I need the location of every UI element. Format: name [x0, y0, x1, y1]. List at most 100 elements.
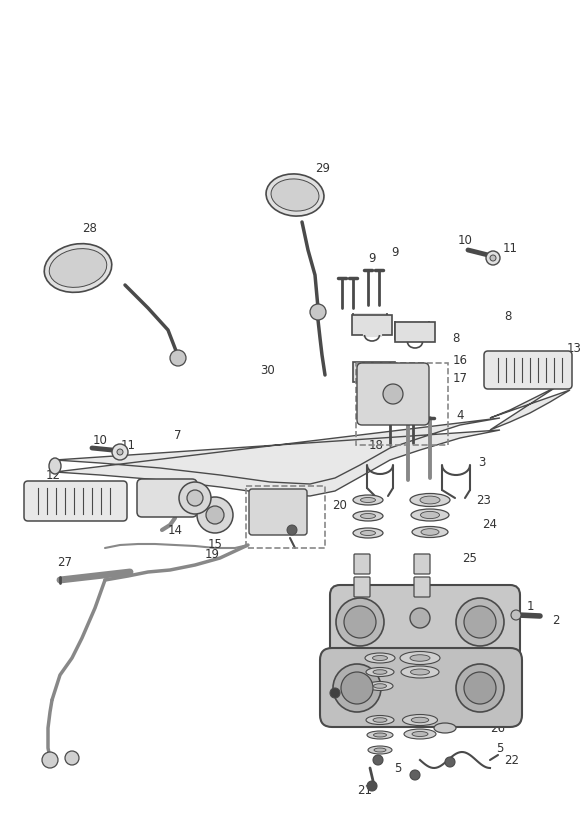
Circle shape — [197, 497, 233, 533]
Ellipse shape — [367, 731, 393, 739]
Ellipse shape — [420, 512, 440, 518]
Polygon shape — [395, 321, 429, 339]
FancyBboxPatch shape — [24, 481, 127, 521]
Ellipse shape — [367, 681, 393, 691]
Text: 5: 5 — [496, 742, 504, 755]
Text: 8: 8 — [504, 310, 512, 322]
Ellipse shape — [412, 527, 448, 537]
Circle shape — [456, 598, 504, 646]
Text: 12: 12 — [45, 469, 61, 481]
Ellipse shape — [353, 495, 383, 505]
Ellipse shape — [49, 249, 107, 288]
Ellipse shape — [374, 733, 387, 737]
Ellipse shape — [374, 684, 387, 688]
Text: 15: 15 — [208, 539, 223, 551]
Ellipse shape — [402, 714, 437, 725]
Ellipse shape — [44, 244, 112, 293]
Polygon shape — [353, 313, 387, 331]
Text: 8: 8 — [366, 368, 374, 382]
Polygon shape — [352, 315, 392, 335]
Text: 8: 8 — [452, 331, 459, 344]
Text: 24: 24 — [490, 653, 505, 667]
Ellipse shape — [373, 718, 387, 723]
Ellipse shape — [400, 652, 440, 664]
Polygon shape — [55, 418, 500, 496]
FancyBboxPatch shape — [249, 489, 307, 535]
Ellipse shape — [411, 509, 449, 521]
Circle shape — [117, 449, 123, 455]
Circle shape — [333, 664, 381, 712]
Text: 11: 11 — [121, 438, 135, 452]
Text: 2: 2 — [324, 681, 332, 695]
Polygon shape — [353, 362, 395, 382]
Text: 22: 22 — [504, 753, 519, 766]
Circle shape — [490, 255, 496, 261]
Circle shape — [344, 606, 376, 638]
Text: 10: 10 — [93, 433, 107, 447]
Circle shape — [445, 757, 455, 767]
Ellipse shape — [360, 531, 375, 536]
Text: 20: 20 — [332, 499, 347, 512]
Ellipse shape — [360, 498, 375, 503]
Circle shape — [330, 688, 340, 698]
Circle shape — [206, 506, 224, 524]
Text: 9: 9 — [368, 251, 376, 265]
Text: 26: 26 — [490, 722, 505, 734]
Text: 2: 2 — [552, 614, 560, 626]
Text: 9: 9 — [391, 246, 399, 259]
Ellipse shape — [410, 669, 430, 675]
Text: 18: 18 — [368, 438, 384, 452]
Text: 28: 28 — [83, 222, 97, 235]
FancyBboxPatch shape — [354, 554, 370, 574]
Ellipse shape — [404, 729, 436, 739]
Ellipse shape — [271, 179, 319, 211]
Text: 1: 1 — [526, 601, 534, 614]
Ellipse shape — [410, 655, 430, 661]
FancyBboxPatch shape — [320, 648, 522, 727]
Ellipse shape — [373, 656, 388, 661]
Ellipse shape — [412, 732, 428, 737]
Circle shape — [179, 482, 211, 514]
Ellipse shape — [373, 670, 387, 674]
Circle shape — [511, 610, 521, 620]
Text: 19: 19 — [205, 549, 220, 561]
Ellipse shape — [353, 511, 383, 521]
Circle shape — [112, 444, 128, 460]
Text: 10: 10 — [458, 233, 472, 246]
Ellipse shape — [266, 174, 324, 216]
Ellipse shape — [365, 653, 395, 663]
Ellipse shape — [368, 746, 392, 754]
Circle shape — [367, 781, 377, 791]
Circle shape — [341, 672, 373, 704]
Circle shape — [464, 606, 496, 638]
Ellipse shape — [360, 513, 375, 518]
Circle shape — [456, 664, 504, 712]
FancyBboxPatch shape — [137, 479, 197, 517]
Text: 7: 7 — [174, 428, 182, 442]
Ellipse shape — [353, 528, 383, 538]
Circle shape — [170, 350, 186, 366]
FancyBboxPatch shape — [484, 351, 572, 389]
Circle shape — [310, 304, 326, 320]
Text: 25: 25 — [462, 551, 477, 564]
Ellipse shape — [411, 717, 429, 723]
Ellipse shape — [410, 494, 450, 507]
Text: 23: 23 — [490, 673, 505, 686]
Text: 17: 17 — [452, 372, 468, 385]
Ellipse shape — [401, 666, 439, 678]
Circle shape — [410, 770, 420, 780]
Text: 3: 3 — [478, 456, 486, 469]
Circle shape — [287, 525, 297, 535]
Text: 5: 5 — [394, 761, 402, 775]
Circle shape — [373, 755, 383, 765]
Text: 14: 14 — [167, 523, 182, 536]
Text: 11: 11 — [503, 241, 518, 255]
Text: 24: 24 — [483, 517, 497, 531]
Circle shape — [486, 251, 500, 265]
Text: 16: 16 — [452, 353, 468, 367]
Circle shape — [336, 598, 384, 646]
Ellipse shape — [384, 406, 396, 414]
Ellipse shape — [366, 667, 394, 677]
Circle shape — [464, 672, 496, 704]
Text: 23: 23 — [476, 494, 491, 507]
